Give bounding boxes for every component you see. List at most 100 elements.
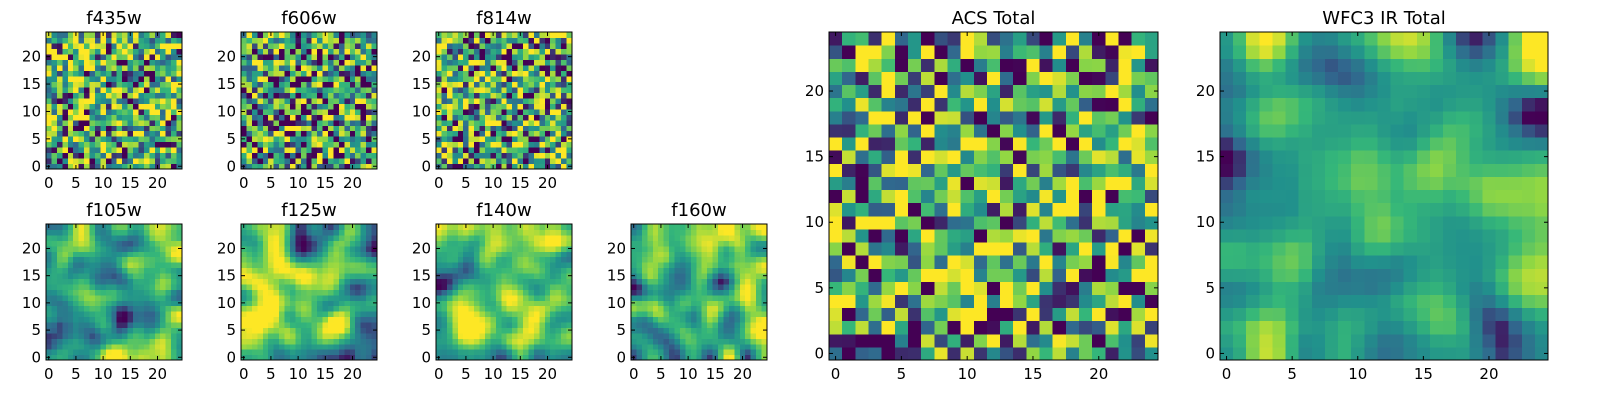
heatmap-cell — [89, 338, 96, 345]
heatmap-cell — [89, 343, 96, 350]
heatmap-cell — [986, 268, 1001, 282]
heatmap-cell — [528, 59, 535, 66]
heatmap-cell — [468, 37, 475, 44]
heatmap-cell — [344, 327, 351, 334]
heatmap-cell — [268, 240, 275, 247]
heatmap-cell — [555, 125, 562, 132]
heatmap-cell — [457, 272, 464, 279]
heatmap-cell — [289, 81, 296, 88]
heatmap-cell — [78, 229, 85, 236]
heatmap-cell — [268, 283, 275, 290]
heatmap-cell — [251, 338, 258, 345]
y-tick-label: 20 — [217, 239, 236, 257]
heatmap-cell — [133, 103, 140, 110]
heatmap-cell — [262, 152, 269, 159]
heatmap-cell — [62, 152, 69, 159]
heatmap-cell — [62, 300, 69, 307]
heatmap-cell — [160, 294, 167, 301]
heatmap-cell — [176, 316, 183, 323]
heatmap-cell — [463, 119, 470, 126]
heatmap-cell — [138, 141, 145, 148]
x-tick-label: 15 — [706, 365, 725, 383]
heatmap-cell — [723, 332, 730, 339]
heatmap-cell — [436, 251, 443, 258]
heatmap-cell — [344, 245, 351, 252]
heatmap-cell — [484, 251, 491, 258]
heatmap-cell — [528, 300, 535, 307]
heatmap-cell — [490, 245, 497, 252]
heatmap-cell — [344, 75, 351, 82]
heatmap-cell — [46, 332, 53, 339]
heatmap-cell — [262, 86, 269, 93]
heatmap-cell — [279, 283, 286, 290]
heatmap-cell — [690, 343, 697, 350]
heatmap-cell — [468, 283, 475, 290]
heatmap-cell — [246, 53, 253, 60]
heatmap-cell — [1131, 333, 1146, 348]
heatmap-cell — [446, 327, 453, 334]
heatmap-cell — [512, 37, 519, 44]
heatmap-cell — [366, 42, 373, 50]
heatmap-cell — [761, 343, 768, 350]
heatmap-cell — [338, 97, 345, 104]
heatmap-cell — [1105, 189, 1120, 204]
heatmap-cell — [868, 176, 883, 191]
heatmap-cell — [360, 289, 367, 296]
heatmap-cell — [171, 86, 178, 93]
heatmap-cell — [138, 251, 145, 258]
heatmap-cell — [289, 119, 296, 126]
heatmap-cell — [446, 283, 453, 290]
heatmap-cell — [100, 70, 107, 77]
heatmap-cell — [842, 255, 856, 269]
heatmap-cell — [674, 262, 681, 269]
heatmap-cell — [306, 316, 313, 323]
heatmap-cell — [84, 163, 91, 170]
heatmap-cell — [501, 119, 508, 126]
heatmap-cell — [300, 294, 307, 301]
heatmap-cell — [160, 92, 167, 99]
heatmap-cell — [523, 75, 530, 82]
heatmap-cell — [171, 234, 178, 241]
heatmap-cell — [674, 245, 681, 252]
heatmap-cell — [143, 114, 150, 121]
heatmap-cell — [176, 240, 183, 247]
heatmap-cell — [842, 333, 856, 348]
heatmap-cell — [333, 294, 340, 301]
heatmap-cell — [842, 346, 856, 361]
heatmap-cell — [51, 158, 58, 165]
heatmap-cell — [78, 267, 85, 274]
heatmap-cell — [728, 327, 735, 334]
heatmap-cell — [512, 147, 519, 154]
heatmap-cell — [344, 125, 351, 132]
heatmap-cell — [550, 53, 557, 60]
heatmap-cell — [750, 262, 757, 269]
heatmap-cell — [322, 316, 329, 323]
heatmap-cell — [143, 283, 150, 290]
heatmap-cell — [355, 316, 362, 323]
panel-frame — [435, 31, 573, 170]
heatmap-cell — [566, 343, 573, 350]
heatmap-cell — [366, 92, 373, 99]
heatmap-cell — [523, 311, 530, 318]
heatmap-cell — [56, 240, 63, 247]
heatmap-cell — [528, 262, 535, 269]
heatmap-cell — [262, 119, 269, 126]
heatmap-cell — [89, 59, 96, 66]
heatmap-cell — [133, 70, 140, 77]
heatmap-cell — [452, 283, 459, 290]
heatmap-cell — [241, 278, 248, 285]
heatmap-cell — [78, 152, 85, 159]
heatmap-cell — [528, 234, 535, 241]
heatmap-cell — [1144, 268, 1159, 282]
heatmap-cell — [701, 256, 708, 263]
heatmap-cell — [67, 349, 74, 356]
heatmap-cell — [344, 278, 351, 285]
heatmap-cell — [539, 294, 546, 301]
heatmap-cell — [463, 53, 470, 60]
heatmap-cell — [73, 300, 80, 307]
heatmap-cell — [328, 152, 335, 159]
heatmap-cell — [506, 349, 513, 356]
heatmap-cell — [67, 354, 74, 361]
heatmap-cell — [273, 332, 280, 339]
heatmap-cell — [273, 42, 280, 50]
